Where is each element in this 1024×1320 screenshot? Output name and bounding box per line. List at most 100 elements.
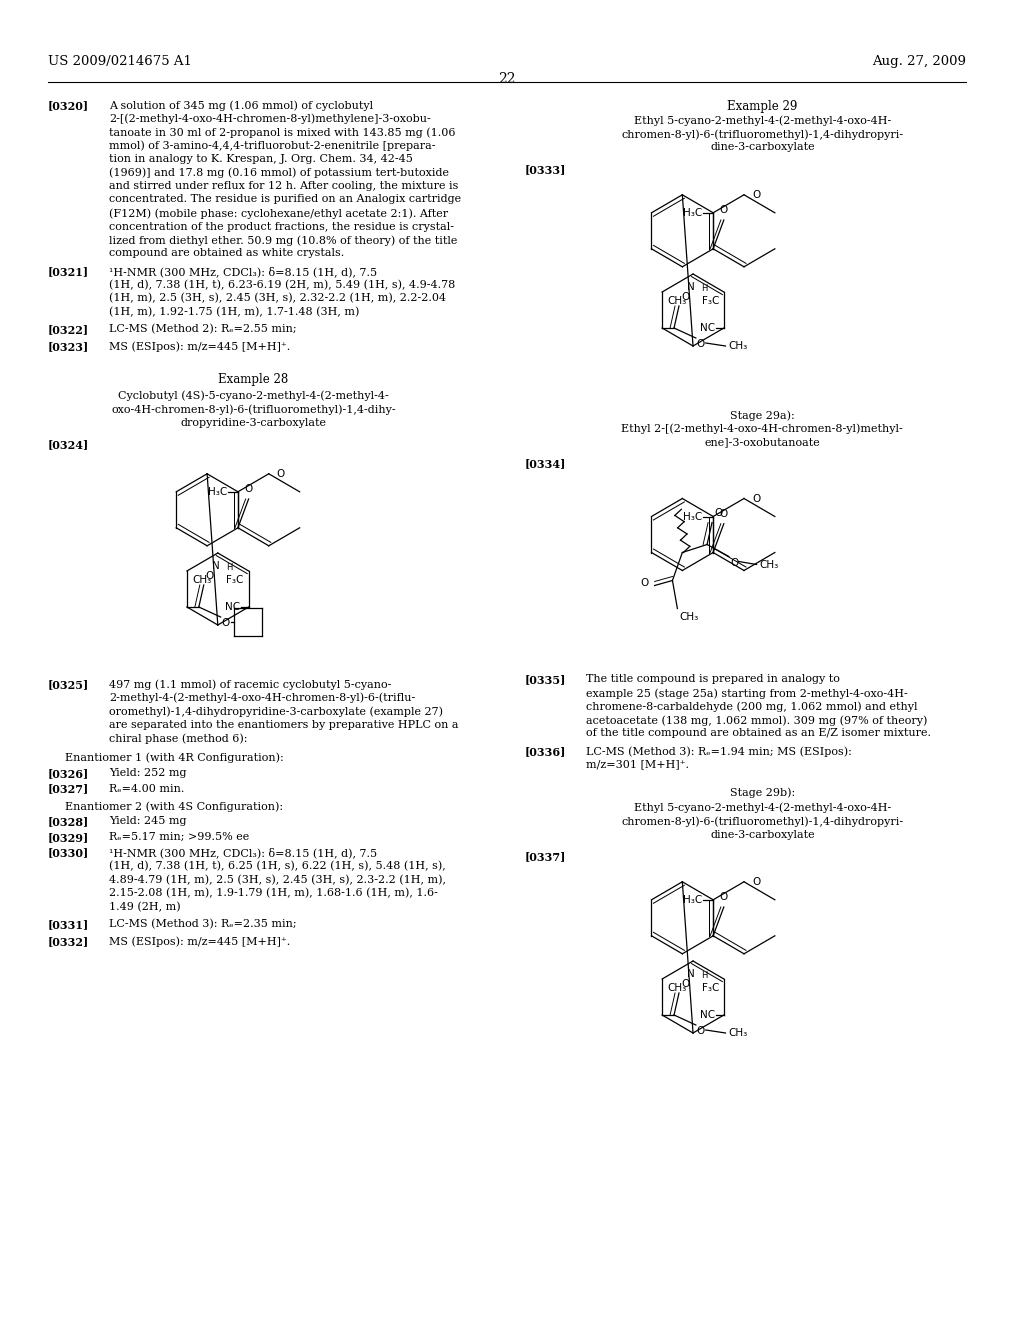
Text: N: N (687, 282, 695, 292)
Text: chromen-8-yl)-6-(trifluoromethyl)-1,4-dihydropyri-: chromen-8-yl)-6-(trifluoromethyl)-1,4-di… (622, 816, 903, 826)
Text: (F12M) (mobile phase: cyclohexane/ethyl acetate 2:1). After: (F12M) (mobile phase: cyclohexane/ethyl … (109, 209, 449, 219)
Text: H₃C: H₃C (683, 895, 702, 904)
Text: CH₃: CH₃ (679, 612, 698, 623)
Text: Cyclobutyl (4S)-5-cyano-2-methyl-4-(2-methyl-4-: Cyclobutyl (4S)-5-cyano-2-methyl-4-(2-me… (118, 391, 389, 401)
Text: lized from diethyl ether. 50.9 mg (10.8% of theory) of the title: lized from diethyl ether. 50.9 mg (10.8%… (109, 235, 458, 246)
Text: O: O (245, 484, 253, 494)
Text: MS (ESIpos): m/z=445 [M+H]⁺.: MS (ESIpos): m/z=445 [M+H]⁺. (109, 342, 290, 352)
Text: O: O (681, 979, 689, 989)
Text: (1H, m), 2.5 (3H, s), 2.45 (3H, s), 2.32-2.2 (1H, m), 2.2-2.04: (1H, m), 2.5 (3H, s), 2.45 (3H, s), 2.32… (109, 293, 446, 304)
Text: MS (ESIpos): m/z=445 [M+H]⁺.: MS (ESIpos): m/z=445 [M+H]⁺. (109, 936, 290, 946)
Text: O: O (696, 339, 706, 348)
Text: Rₑ=5.17 min; >99.5% ee: Rₑ=5.17 min; >99.5% ee (109, 832, 249, 842)
Text: US 2009/0214675 A1: US 2009/0214675 A1 (47, 55, 191, 69)
Text: [0330]: [0330] (47, 847, 89, 858)
Text: CH₃: CH₃ (667, 296, 686, 306)
Text: (1H, d), 7.38 (1H, t), 6.23-6.19 (2H, m), 5.49 (1H, s), 4.9-4.78: (1H, d), 7.38 (1H, t), 6.23-6.19 (2H, m)… (109, 280, 455, 290)
Text: [0333]: [0333] (524, 164, 566, 176)
Text: Ethyl 2-[(2-methyl-4-oxo-4H-chromen-8-yl)methyl-: Ethyl 2-[(2-methyl-4-oxo-4H-chromen-8-yl… (622, 424, 903, 434)
Text: 2.15-2.08 (1H, m), 1.9-1.79 (1H, m), 1.68-1.6 (1H, m), 1.6-: 2.15-2.08 (1H, m), 1.9-1.79 (1H, m), 1.6… (109, 888, 438, 899)
Text: O: O (752, 876, 760, 887)
Text: chromene-8-carbaldehyde (200 mg, 1.062 mmol) and ethyl: chromene-8-carbaldehyde (200 mg, 1.062 m… (586, 701, 918, 711)
Text: LC-MS (Method 2): Rₑ=2.55 min;: LC-MS (Method 2): Rₑ=2.55 min; (109, 323, 297, 334)
Text: O: O (720, 508, 728, 519)
Text: (1H, m), 1.92-1.75 (1H, m), 1.7-1.48 (3H, m): (1H, m), 1.92-1.75 (1H, m), 1.7-1.48 (3H… (109, 306, 359, 317)
Text: [0320]: [0320] (47, 100, 89, 111)
Text: Stage 29b):: Stage 29b): (730, 787, 795, 797)
Text: are separated into the enantiomers by preparative HPLC on a: are separated into the enantiomers by pr… (109, 719, 459, 730)
Text: F₃C: F₃C (701, 983, 719, 993)
Text: 4.89-4.79 (1H, m), 2.5 (3H, s), 2.45 (3H, s), 2.3-2.2 (1H, m),: 4.89-4.79 (1H, m), 2.5 (3H, s), 2.45 (3H… (109, 874, 445, 884)
Text: [0337]: [0337] (524, 851, 566, 862)
Text: Ethyl 5-cyano-2-methyl-4-(2-methyl-4-oxo-4H-: Ethyl 5-cyano-2-methyl-4-(2-methyl-4-oxo… (634, 116, 891, 127)
Text: [0323]: [0323] (47, 342, 89, 352)
Text: concentrated. The residue is purified on an Analogix cartridge: concentrated. The residue is purified on… (109, 194, 461, 205)
Text: O: O (752, 190, 760, 199)
Text: H: H (701, 972, 708, 979)
Text: N: N (687, 969, 695, 979)
Text: O: O (720, 892, 728, 902)
Text: ¹H-NMR (300 MHz, CDCl₃): δ=8.15 (1H, d), 7.5: ¹H-NMR (300 MHz, CDCl₃): δ=8.15 (1H, d),… (109, 847, 377, 858)
Text: H: H (225, 564, 232, 572)
Text: O: O (276, 469, 285, 479)
Text: Ethyl 5-cyano-2-methyl-4-(2-methyl-4-oxo-4H-: Ethyl 5-cyano-2-methyl-4-(2-methyl-4-oxo… (634, 803, 891, 813)
Text: (1H, d), 7.38 (1H, t), 6.25 (1H, s), 6.22 (1H, s), 5.48 (1H, s),: (1H, d), 7.38 (1H, t), 6.25 (1H, s), 6.2… (109, 861, 445, 871)
Text: oromethyl)-1,4-dihydropyridine-3-carboxylate (example 27): oromethyl)-1,4-dihydropyridine-3-carboxy… (109, 706, 443, 717)
Text: O: O (731, 558, 739, 569)
Text: The title compound is prepared in analogy to: The title compound is prepared in analog… (586, 675, 840, 685)
Text: [0326]: [0326] (47, 768, 89, 779)
Text: Rₑ=4.00 min.: Rₑ=4.00 min. (109, 784, 184, 793)
Text: [0329]: [0329] (47, 832, 89, 843)
Text: O: O (206, 572, 214, 581)
Text: LC-MS (Method 3): Rₑ=2.35 min;: LC-MS (Method 3): Rₑ=2.35 min; (109, 919, 297, 929)
Text: [0336]: [0336] (524, 746, 566, 756)
Text: 22: 22 (498, 73, 516, 86)
Text: H₃C: H₃C (208, 487, 227, 496)
Text: concentration of the product fractions, the residue is crystal-: concentration of the product fractions, … (109, 222, 454, 231)
Text: compound are obtained as white crystals.: compound are obtained as white crystals. (109, 248, 344, 259)
Text: CH₃: CH₃ (728, 341, 748, 351)
Text: O: O (714, 508, 722, 519)
Text: 2-methyl-4-(2-methyl-4-oxo-4H-chromen-8-yl)-6-(triflu-: 2-methyl-4-(2-methyl-4-oxo-4H-chromen-8-… (109, 693, 415, 704)
Text: LC-MS (Method 3): Rₑ=1.94 min; MS (ESIpos):: LC-MS (Method 3): Rₑ=1.94 min; MS (ESIpo… (586, 746, 852, 756)
Text: NC: NC (699, 1010, 715, 1020)
Text: [0334]: [0334] (524, 458, 566, 470)
Text: [0332]: [0332] (47, 936, 89, 948)
Text: of the title compound are obtained as an E/Z isomer mixture.: of the title compound are obtained as an… (586, 729, 931, 738)
Text: acetoacetate (138 mg, 1.062 mmol). 309 mg (97% of theory): acetoacetate (138 mg, 1.062 mmol). 309 m… (586, 715, 928, 726)
Text: [0322]: [0322] (47, 323, 89, 335)
Text: Example 28: Example 28 (218, 374, 289, 385)
Text: NC: NC (224, 602, 240, 612)
Text: Stage 29a):: Stage 29a): (730, 411, 795, 421)
Text: CH₃: CH₃ (667, 983, 686, 993)
Text: 1.49 (2H, m): 1.49 (2H, m) (109, 902, 180, 912)
Text: F₃C: F₃C (701, 296, 719, 306)
Text: and stirred under reflux for 12 h. After cooling, the mixture is: and stirred under reflux for 12 h. After… (109, 181, 459, 191)
Text: O: O (681, 292, 689, 302)
Text: O: O (720, 205, 728, 215)
Text: H₃C: H₃C (683, 207, 702, 218)
Text: example 25 (stage 25a) starting from 2-methyl-4-oxo-4H-: example 25 (stage 25a) starting from 2-m… (586, 688, 908, 698)
Text: mmol) of 3-amino-4,4,4-trifluorobut-2-enenitrile [prepara-: mmol) of 3-amino-4,4,4-trifluorobut-2-en… (109, 140, 435, 150)
Text: N: N (212, 561, 220, 572)
Text: oxo-4H-chromen-8-yl)-6-(trifluoromethyl)-1,4-dihy-: oxo-4H-chromen-8-yl)-6-(trifluoromethyl)… (112, 404, 395, 414)
Text: Yield: 252 mg: Yield: 252 mg (109, 768, 186, 777)
Text: Aug. 27, 2009: Aug. 27, 2009 (872, 55, 967, 69)
Text: tanoate in 30 ml of 2-propanol is mixed with 143.85 mg (1.06: tanoate in 30 ml of 2-propanol is mixed … (109, 127, 456, 137)
Text: CH₃: CH₃ (191, 576, 211, 585)
Text: ¹H-NMR (300 MHz, CDCl₃): δ=8.15 (1H, d), 7.5: ¹H-NMR (300 MHz, CDCl₃): δ=8.15 (1H, d),… (109, 267, 377, 277)
Text: [0325]: [0325] (47, 678, 89, 690)
Text: 2-[(2-methyl-4-oxo-4H-chromen-8-yl)methylene]-3-oxobu-: 2-[(2-methyl-4-oxo-4H-chromen-8-yl)methy… (109, 114, 431, 124)
Text: [0335]: [0335] (524, 675, 566, 685)
Text: [0331]: [0331] (47, 919, 89, 931)
Text: dine-3-carboxylate: dine-3-carboxylate (710, 829, 815, 840)
Text: Yield: 245 mg: Yield: 245 mg (109, 817, 186, 826)
Text: chiral phase (method 6):: chiral phase (method 6): (109, 733, 248, 743)
Text: O: O (221, 618, 229, 628)
Text: H: H (701, 284, 708, 293)
Text: dropyridine-3-carboxylate: dropyridine-3-carboxylate (180, 417, 327, 428)
Text: ene]-3-oxobutanoate: ene]-3-oxobutanoate (705, 437, 820, 447)
Text: CH₃: CH₃ (728, 1028, 748, 1038)
Text: O: O (696, 1026, 706, 1036)
Text: A solution of 345 mg (1.06 mmol) of cyclobutyl: A solution of 345 mg (1.06 mmol) of cycl… (109, 100, 373, 111)
